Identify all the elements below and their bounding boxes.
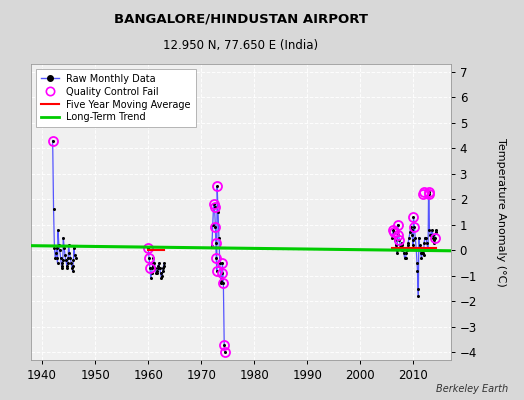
Y-axis label: Temperature Anomaly (°C): Temperature Anomaly (°C) — [496, 138, 507, 286]
Text: Berkeley Earth: Berkeley Earth — [436, 384, 508, 394]
Text: BANGALORE/HINDUSTAN AIRPORT: BANGALORE/HINDUSTAN AIRPORT — [114, 12, 368, 26]
Text: 12.950 N, 77.650 E (India): 12.950 N, 77.650 E (India) — [163, 39, 319, 52]
Legend: Raw Monthly Data, Quality Control Fail, Five Year Moving Average, Long-Term Tren: Raw Monthly Data, Quality Control Fail, … — [36, 69, 196, 127]
